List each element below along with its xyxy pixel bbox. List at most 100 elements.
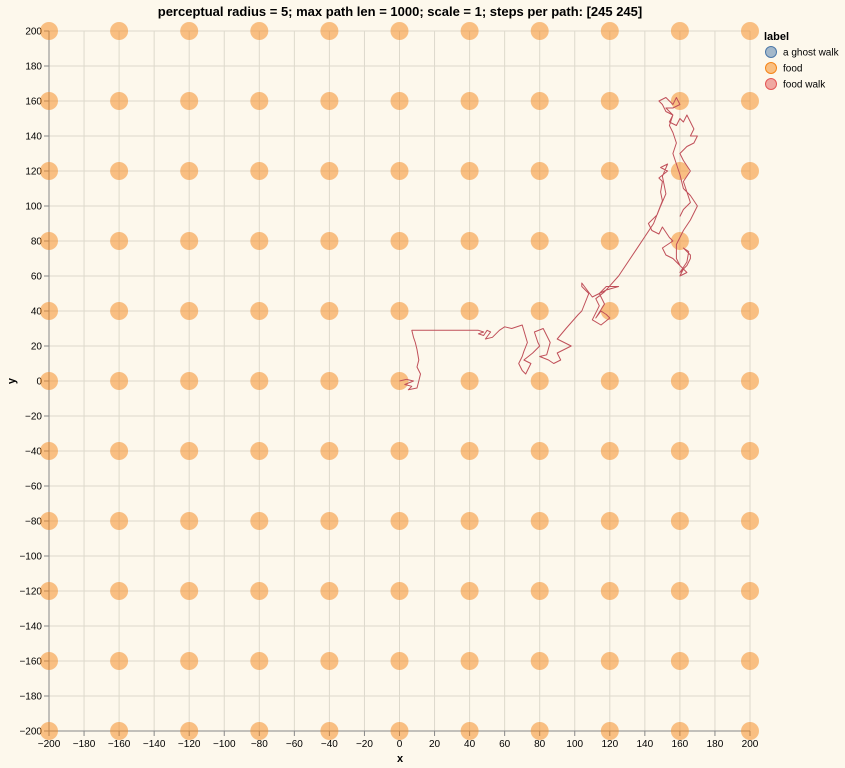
food-point [40,162,58,180]
food-point [460,162,479,180]
chart-title: perceptual radius = 5; max path len = 10… [158,4,642,19]
food-point [460,582,479,600]
legend: label a ghost walk food food walk [764,31,840,91]
x-tick-label: 180 [707,739,724,750]
food-point [530,232,549,250]
y-tick-label: −100 [19,552,42,563]
y-axis-title: y [6,377,18,384]
food-point [670,442,689,460]
y-tick-label: −120 [19,587,42,598]
food-point [390,582,409,600]
food-point [110,442,129,460]
food-point [40,722,58,740]
food-point [600,722,619,740]
food-point [600,162,619,180]
y-tick-label: −180 [19,692,42,703]
food-point [250,92,269,110]
food-point [670,582,689,600]
food-point [320,232,339,250]
food-point [250,162,269,180]
legend-swatch [765,46,777,58]
food-point [40,442,58,460]
food-point [460,22,479,40]
food-point [250,372,269,390]
food-point [320,162,339,180]
food-point [180,232,199,250]
food-point [741,92,759,110]
legend-label: food [783,64,802,75]
food-point [180,162,199,180]
food-point [600,232,619,250]
x-tick-label: −80 [251,739,268,750]
x-tick-label: −100 [213,739,236,750]
food-point [530,92,549,110]
legend-label: food walk [783,80,826,91]
food-points [40,22,759,740]
food-point [40,652,58,670]
x-tick-label: 100 [566,739,583,750]
y-tick-label: 180 [25,62,42,73]
food-point [530,582,549,600]
food-point [390,302,409,320]
food-point [40,232,58,250]
y-tick-label: 140 [25,132,42,143]
food-point [460,92,479,110]
x-tick-label: 40 [464,739,476,750]
food-point [600,512,619,530]
food-point [460,722,479,740]
x-tick-label: 60 [499,739,511,750]
food-point [320,512,339,530]
food-point [741,22,759,40]
food-point [320,722,339,740]
food-point [110,512,129,530]
food-walk-path [399,97,698,391]
food-walk-path-layer [399,97,698,391]
legend-swatch [765,62,777,74]
x-tick-label: −20 [356,739,373,750]
food-point [600,302,619,320]
food-point [180,442,199,460]
food-point [40,512,58,530]
food-point [460,232,479,250]
food-point [600,442,619,460]
food-point [320,582,339,600]
x-tick-label: 200 [742,739,759,750]
food-point [530,512,549,530]
x-tick-label: −120 [178,739,201,750]
y-tick-label: −200 [19,727,42,738]
food-point [180,512,199,530]
x-tick-label: −140 [143,739,166,750]
y-tick-label: −40 [25,447,42,458]
food-point [250,582,269,600]
food-point [530,162,549,180]
food-point [390,92,409,110]
y-tick-label: −60 [25,482,42,493]
food-point [40,22,58,40]
food-point [530,22,549,40]
legend-label: a ghost walk [783,48,840,59]
food-point [670,162,689,180]
food-point [390,442,409,460]
food-point [180,22,199,40]
food-point [320,652,339,670]
food-point [180,652,199,670]
food-point [741,302,759,320]
food-point [670,22,689,40]
food-point [670,92,689,110]
food-point [320,22,339,40]
y-tick-label: 100 [25,202,42,213]
food-point [250,722,269,740]
x-axis-title: x [397,753,404,765]
x-tick-label: 160 [672,739,689,750]
food-point [600,372,619,390]
food-point [250,302,269,320]
food-point [40,372,58,390]
x-tick-label: 20 [429,739,441,750]
food-point [390,652,409,670]
food-point [180,302,199,320]
y-tick-label: −80 [25,517,42,528]
food-point [741,722,759,740]
food-point [670,232,689,250]
